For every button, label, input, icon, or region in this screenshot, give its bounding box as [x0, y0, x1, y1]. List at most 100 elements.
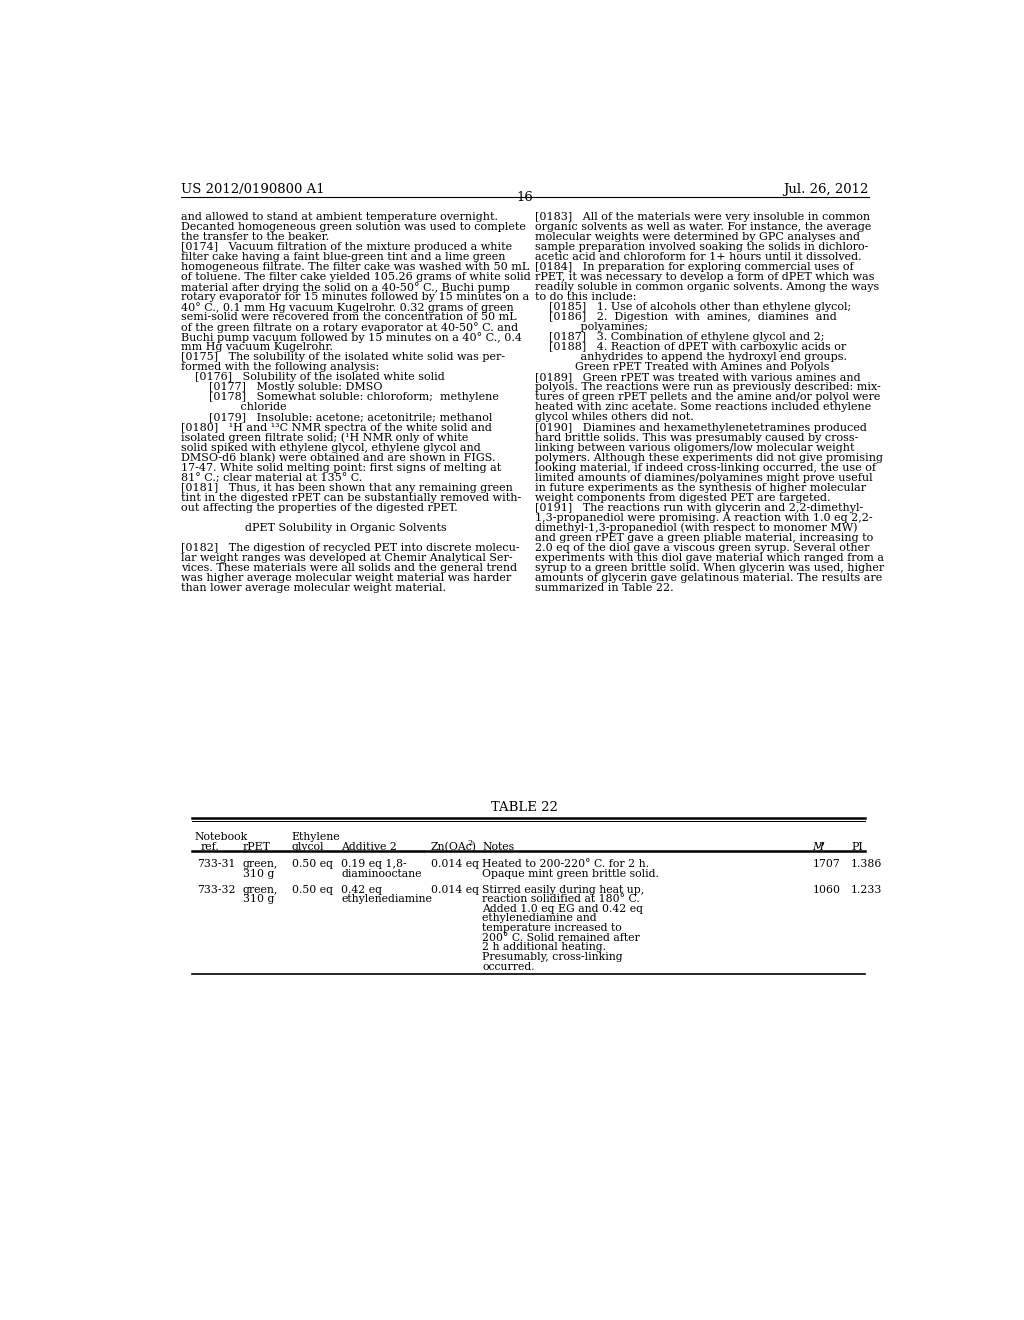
- Text: amounts of glycerin gave gelatinous material. The results are: amounts of glycerin gave gelatinous mate…: [535, 573, 882, 582]
- Text: 0.014 eq: 0.014 eq: [431, 859, 479, 869]
- Text: [0187]   3. Combination of ethylene glycol and 2;: [0187] 3. Combination of ethylene glycol…: [535, 333, 824, 342]
- Text: temperature increased to: temperature increased to: [482, 923, 622, 933]
- Text: Notes: Notes: [482, 842, 514, 851]
- Text: isolated green filtrate solid; (¹H NMR only of white: isolated green filtrate solid; (¹H NMR o…: [180, 433, 468, 444]
- Text: 733-31: 733-31: [197, 859, 236, 869]
- Text: 2.0 eq of the diol gave a viscous green syrup. Several other: 2.0 eq of the diol gave a viscous green …: [535, 543, 869, 553]
- Text: acetic acid and chloroform for 1+ hours until it dissolved.: acetic acid and chloroform for 1+ hours …: [535, 252, 861, 263]
- Text: [0174]   Vacuum filtration of the mixture produced a white: [0174] Vacuum filtration of the mixture …: [180, 243, 512, 252]
- Text: US 2012/0190800 A1: US 2012/0190800 A1: [180, 183, 325, 197]
- Text: [0181]   Thus, it has been shown that any remaining green: [0181] Thus, it has been shown that any …: [180, 483, 513, 492]
- Text: rPET: rPET: [243, 842, 270, 851]
- Text: 2: 2: [467, 840, 472, 847]
- Text: 0.42 eq: 0.42 eq: [341, 884, 382, 895]
- Text: 2 h additional heating.: 2 h additional heating.: [482, 942, 606, 952]
- Text: looking material, if indeed cross-linking occurred, the use of: looking material, if indeed cross-linkin…: [535, 462, 876, 473]
- Text: polyols. The reactions were run as previously described: mix-: polyols. The reactions were run as previ…: [535, 383, 881, 392]
- Text: syrup to a green brittle solid. When glycerin was used, higher: syrup to a green brittle solid. When gly…: [535, 562, 884, 573]
- Text: 16: 16: [516, 191, 534, 203]
- Text: Added 1.0 eq EG and 0.42 eq: Added 1.0 eq EG and 0.42 eq: [482, 904, 643, 913]
- Text: in future experiments as the synthesis of higher molecular: in future experiments as the synthesis o…: [535, 483, 866, 492]
- Text: PI: PI: [851, 842, 863, 851]
- Text: limited amounts of diamines/polyamines might prove useful: limited amounts of diamines/polyamines m…: [535, 473, 872, 483]
- Text: 1.386: 1.386: [851, 859, 883, 869]
- Text: reaction solidified at 180° C.: reaction solidified at 180° C.: [482, 894, 640, 904]
- Text: 733-32: 733-32: [197, 884, 236, 895]
- Text: Stirred easily during heat up,: Stirred easily during heat up,: [482, 884, 644, 895]
- Text: the transfer to the beaker.: the transfer to the beaker.: [180, 232, 329, 243]
- Text: material after drying the solid on a 40-50° C., Buchi pump: material after drying the solid on a 40-…: [180, 282, 510, 293]
- Text: 310 g: 310 g: [243, 869, 274, 879]
- Text: formed with the following analysis:: formed with the following analysis:: [180, 363, 379, 372]
- Text: Notebook: Notebook: [195, 832, 248, 842]
- Text: mm Hg vacuum Kugelrohr.: mm Hg vacuum Kugelrohr.: [180, 342, 333, 352]
- Text: [0185]   1. Use of alcohols other than ethylene glycol;: [0185] 1. Use of alcohols other than eth…: [535, 302, 851, 313]
- Text: 40° C., 0.1 mm Hg vacuum Kugelrohr. 0.32 grams of green: 40° C., 0.1 mm Hg vacuum Kugelrohr. 0.32…: [180, 302, 513, 313]
- Text: and green rPET gave a green pliable material, increasing to: and green rPET gave a green pliable mate…: [535, 533, 873, 543]
- Text: experiments with this diol gave material which ranged from a: experiments with this diol gave material…: [535, 553, 884, 562]
- Text: Buchi pump vacuum followed by 15 minutes on a 40° C., 0.4: Buchi pump vacuum followed by 15 minutes…: [180, 333, 521, 343]
- Text: [0188]   4. Reaction of dPET with carboxylic acids or: [0188] 4. Reaction of dPET with carboxyl…: [535, 342, 846, 352]
- Text: homogeneous filtrate. The filter cake was washed with 50 mL: homogeneous filtrate. The filter cake wa…: [180, 263, 529, 272]
- Text: anhydrides to append the hydroxyl end groups.: anhydrides to append the hydroxyl end gr…: [535, 352, 847, 363]
- Text: glycol whiles others did not.: glycol whiles others did not.: [535, 412, 693, 422]
- Text: 1,3-propanediol were promising. A reaction with 1.0 eq 2,2-: 1,3-propanediol were promising. A reacti…: [535, 512, 872, 523]
- Text: ethylenediamine: ethylenediamine: [341, 894, 432, 904]
- Text: of toluene. The filter cake yielded 105.26 grams of white solid: of toluene. The filter cake yielded 105.…: [180, 272, 530, 282]
- Text: [0176]   Solubility of the isolated white solid: [0176] Solubility of the isolated white …: [180, 372, 444, 383]
- Text: Zn(OAc): Zn(OAc): [431, 842, 477, 853]
- Text: 17-47. White solid melting point: first signs of melting at: 17-47. White solid melting point: first …: [180, 462, 501, 473]
- Text: M: M: [812, 842, 823, 851]
- Text: green,: green,: [243, 859, 279, 869]
- Text: of the green filtrate on a rotary evaporator at 40-50° C. and: of the green filtrate on a rotary evapor…: [180, 322, 518, 333]
- Text: [0180]   ¹H and ¹³C NMR spectra of the white solid and: [0180] ¹H and ¹³C NMR spectra of the whi…: [180, 422, 492, 433]
- Text: Presumably, cross-linking: Presumably, cross-linking: [482, 952, 623, 962]
- Text: 1707: 1707: [812, 859, 840, 869]
- Text: 0.50 eq: 0.50 eq: [292, 884, 333, 895]
- Text: polymers. Although these experiments did not give promising: polymers. Although these experiments did…: [535, 453, 883, 462]
- Text: [0190]   Diamines and hexamethylenetetramines produced: [0190] Diamines and hexamethylenetetrami…: [535, 422, 866, 433]
- Text: chloride: chloride: [180, 403, 287, 412]
- Text: Heated to 200-220° C. for 2 h.: Heated to 200-220° C. for 2 h.: [482, 859, 649, 869]
- Text: [0191]   The reactions run with glycerin and 2,2-dimethyl-: [0191] The reactions run with glycerin a…: [535, 503, 863, 512]
- Text: polyamines;: polyamines;: [535, 322, 648, 333]
- Text: diaminooctane: diaminooctane: [341, 869, 422, 879]
- Text: dimethyl-1,3-propanediol (with respect to monomer MW): dimethyl-1,3-propanediol (with respect t…: [535, 523, 857, 533]
- Text: readily soluble in common organic solvents. Among the ways: readily soluble in common organic solven…: [535, 282, 880, 292]
- Text: [0189]   Green rPET was treated with various amines and: [0189] Green rPET was treated with vario…: [535, 372, 860, 383]
- Text: 200° C. Solid remained after: 200° C. Solid remained after: [482, 933, 640, 942]
- Text: p: p: [818, 841, 823, 849]
- Text: tures of green rPET pellets and the amine and/or polyol were: tures of green rPET pellets and the amin…: [535, 392, 881, 403]
- Text: ref.: ref.: [201, 842, 219, 851]
- Text: Decanted homogeneous green solution was used to complete: Decanted homogeneous green solution was …: [180, 222, 525, 232]
- Text: sample preparation involved soaking the solids in dichloro-: sample preparation involved soaking the …: [535, 243, 868, 252]
- Text: linking between various oligomers/low molecular weight: linking between various oligomers/low mo…: [535, 442, 854, 453]
- Text: to do this include:: to do this include:: [535, 293, 636, 302]
- Text: out affecting the properties of the digested rPET.: out affecting the properties of the dige…: [180, 503, 458, 512]
- Text: 0.19 eq 1,8-: 0.19 eq 1,8-: [341, 859, 407, 869]
- Text: green,: green,: [243, 884, 279, 895]
- Text: was higher average molecular weight material was harder: was higher average molecular weight mate…: [180, 573, 511, 582]
- Text: Green rPET Treated with Amines and Polyols: Green rPET Treated with Amines and Polyo…: [574, 363, 829, 372]
- Text: 0.50 eq: 0.50 eq: [292, 859, 333, 869]
- Text: [0177]   Mostly soluble: DMSO: [0177] Mostly soluble: DMSO: [180, 383, 382, 392]
- Text: rPET, it was necessary to develop a form of dPET which was: rPET, it was necessary to develop a form…: [535, 272, 874, 282]
- Text: glycol: glycol: [292, 842, 324, 851]
- Text: ethylenediamine and: ethylenediamine and: [482, 913, 597, 924]
- Text: [0179]   Insoluble: acetone; acetonitrile; methanol: [0179] Insoluble: acetone; acetonitrile;…: [180, 412, 493, 422]
- Text: Ethylene: Ethylene: [292, 832, 340, 842]
- Text: [0182]   The digestion of recycled PET into discrete molecu-: [0182] The digestion of recycled PET int…: [180, 543, 519, 553]
- Text: Additive 2: Additive 2: [341, 842, 397, 851]
- Text: TABLE 22: TABLE 22: [492, 801, 558, 814]
- Text: than lower average molecular weight material.: than lower average molecular weight mate…: [180, 582, 445, 593]
- Text: and allowed to stand at ambient temperature overnight.: and allowed to stand at ambient temperat…: [180, 213, 498, 222]
- Text: semi-solid were recovered from the concentration of 50 mL: semi-solid were recovered from the conce…: [180, 313, 516, 322]
- Text: 1.233: 1.233: [851, 884, 883, 895]
- Text: rotary evaporator for 15 minutes followed by 15 minutes on a: rotary evaporator for 15 minutes followe…: [180, 293, 529, 302]
- Text: 1060: 1060: [812, 884, 841, 895]
- Text: heated with zinc acetate. Some reactions included ethylene: heated with zinc acetate. Some reactions…: [535, 403, 871, 412]
- Text: dPET Solubility in Organic Solvents: dPET Solubility in Organic Solvents: [246, 523, 447, 532]
- Text: filter cake having a faint blue-green tint and a lime green: filter cake having a faint blue-green ti…: [180, 252, 505, 263]
- Text: [0186]   2.  Digestion  with  amines,  diamines  and: [0186] 2. Digestion with amines, diamine…: [535, 313, 837, 322]
- Text: 310 g: 310 g: [243, 894, 274, 904]
